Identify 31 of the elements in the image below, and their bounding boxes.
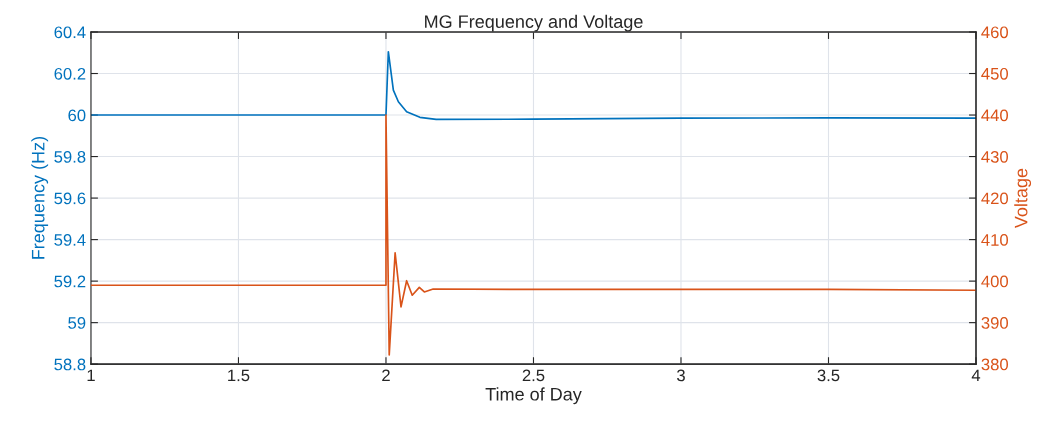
y2-tick-label: 440 xyxy=(981,109,1009,122)
y2-tick-label: 390 xyxy=(981,317,1009,329)
x-tick-label: 3.5 xyxy=(817,369,840,382)
y-tick-label: 60.2 xyxy=(54,67,86,80)
y2-tick-label: 400 xyxy=(981,275,1009,288)
y2-tick-label: 410 xyxy=(981,234,1009,246)
y-tick-label: 59.6 xyxy=(54,192,86,205)
y-tick-label: 58.8 xyxy=(54,358,86,371)
x-tick-label: 1.5 xyxy=(228,369,250,382)
y-axis-title: Frequency (Hz) xyxy=(31,136,49,259)
y-tick-label: 59.4 xyxy=(54,234,86,246)
y-tick-label: 59.2 xyxy=(54,275,86,288)
y2-tick-label: 460 xyxy=(981,26,1009,39)
x-tick-label: 1 xyxy=(87,369,95,382)
y-tick-label: 59 xyxy=(68,317,86,329)
y-tick-label: 59.8 xyxy=(54,150,86,163)
y-tick-label: 60 xyxy=(68,109,86,122)
y2-tick-label: 430 xyxy=(981,150,1009,163)
y2-tick-label: 420 xyxy=(981,192,1009,205)
x-tick-label: 2.5 xyxy=(522,369,545,382)
chart-title: MG Frequency and Voltage xyxy=(425,14,643,32)
x-axis-title: Time of Day xyxy=(485,387,582,405)
y-tick-label: 60.4 xyxy=(54,26,86,39)
x-tick-label: 3 xyxy=(676,369,685,382)
y2-axis-title: Voltage xyxy=(1014,168,1032,229)
x-tick-label: 4 xyxy=(971,369,981,382)
y2-tick-label: 380 xyxy=(981,358,1009,371)
y2-tick-label: 450 xyxy=(981,67,1009,80)
x-tick-label: 2 xyxy=(382,369,390,382)
line-series xyxy=(90,50,976,121)
line-series xyxy=(90,114,976,356)
